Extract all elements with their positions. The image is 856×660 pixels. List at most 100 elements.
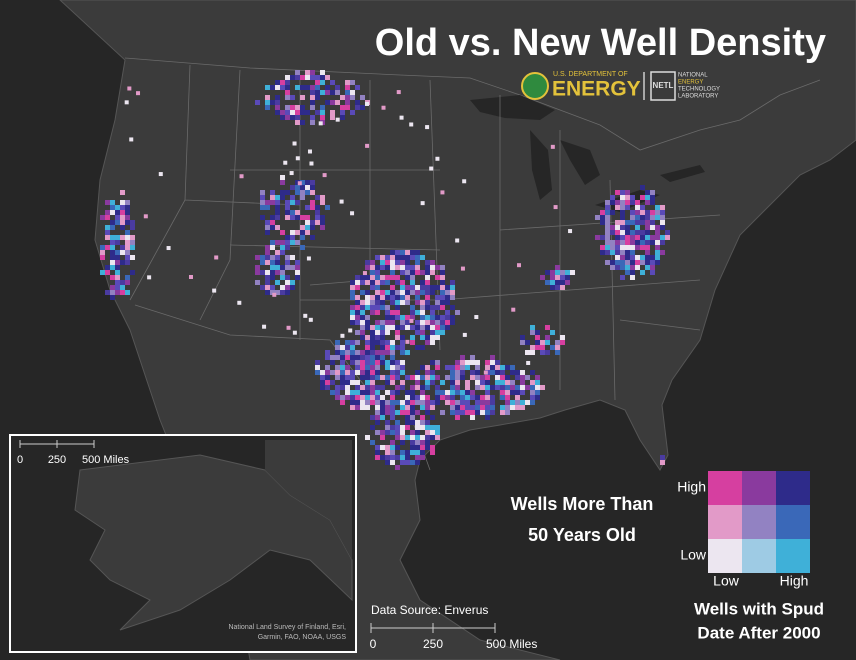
density-cell [295, 275, 300, 280]
density-cell [635, 260, 640, 265]
density-cell [390, 355, 395, 360]
density-cell [440, 290, 445, 295]
density-cell [355, 285, 360, 290]
density-cell [425, 280, 430, 285]
density-cell [265, 285, 270, 290]
density-cell [385, 320, 390, 325]
density-cell [395, 420, 400, 425]
density-cell [105, 230, 110, 235]
doe-line1: U.S. DEPARTMENT OF [553, 71, 628, 78]
density-cell [375, 350, 380, 355]
density-cell [375, 370, 380, 375]
density-cell [365, 400, 370, 405]
density-cell [430, 340, 435, 345]
density-cell [545, 325, 550, 330]
density-cell [625, 190, 630, 195]
density-cell [390, 285, 395, 290]
density-cell [275, 225, 280, 230]
density-cell [485, 415, 490, 420]
density-cell [390, 430, 395, 435]
density-cell [510, 400, 515, 405]
density-cell [600, 210, 605, 215]
density-cell [125, 250, 130, 255]
density-cell [315, 110, 320, 115]
density-cell [445, 300, 450, 305]
density-cell [360, 290, 365, 295]
density-cell [450, 290, 455, 295]
density-cell [430, 450, 435, 455]
density-cell [515, 400, 520, 405]
density-cell [475, 375, 480, 380]
attribution: Garmin, FAO, NOAA, USGS [258, 634, 347, 641]
density-cell [400, 455, 405, 460]
density-cell [290, 95, 295, 100]
density-cell [475, 410, 480, 415]
density-cell [310, 225, 315, 230]
density-cell [380, 340, 385, 345]
density-cell [400, 425, 405, 430]
density-cell [655, 235, 660, 240]
density-cell [260, 190, 265, 195]
density-cell [390, 260, 395, 265]
density-cell [390, 445, 395, 450]
density-cell [415, 265, 420, 270]
density-cell [125, 290, 130, 295]
density-cell [105, 290, 110, 295]
density-cell [360, 395, 365, 400]
density-cell [430, 430, 435, 435]
density-cell [370, 350, 375, 355]
density-cell [605, 215, 610, 220]
density-cell [595, 215, 600, 220]
density-cell [445, 315, 450, 320]
density-cell [285, 275, 290, 280]
density-cell [415, 455, 420, 460]
density-cell [450, 280, 455, 285]
density-cell [350, 375, 355, 380]
density-cell [340, 385, 345, 390]
density-cell [415, 325, 420, 330]
density-cell [270, 215, 275, 220]
density-cell [124, 100, 129, 105]
density-cell [315, 360, 320, 365]
density-cell [425, 400, 430, 405]
scale-label: 0 [370, 637, 377, 651]
density-cell [355, 315, 360, 320]
density-cell [455, 375, 460, 380]
density-cell [530, 325, 535, 330]
density-cell [425, 405, 430, 410]
density-cell [545, 335, 550, 340]
density-cell [395, 385, 400, 390]
density-cell [295, 105, 300, 110]
density-cell [605, 225, 610, 230]
density-cell [130, 245, 135, 250]
density-cell [136, 91, 141, 96]
density-cell [265, 205, 270, 210]
density-cell [365, 355, 370, 360]
density-cell [375, 255, 380, 260]
density-cell [355, 395, 360, 400]
density-cell [400, 430, 405, 435]
density-cell [355, 105, 360, 110]
density-cell [430, 405, 435, 410]
density-cell [308, 317, 313, 322]
density-cell [375, 340, 380, 345]
density-cell [515, 375, 520, 380]
density-cell [400, 460, 405, 465]
density-cell [655, 205, 660, 210]
density-cell [495, 380, 500, 385]
density-cell [370, 305, 375, 310]
density-cell [400, 405, 405, 410]
density-cell [480, 375, 485, 380]
density-cell [405, 435, 410, 440]
density-cell [380, 350, 385, 355]
density-cell [445, 290, 450, 295]
density-cell [320, 215, 325, 220]
density-cell [410, 390, 415, 395]
density-cell [286, 325, 291, 330]
density-cell [615, 230, 620, 235]
density-cell [410, 415, 415, 420]
density-cell [120, 245, 125, 250]
density-cell [305, 70, 310, 75]
density-cell [318, 121, 323, 126]
